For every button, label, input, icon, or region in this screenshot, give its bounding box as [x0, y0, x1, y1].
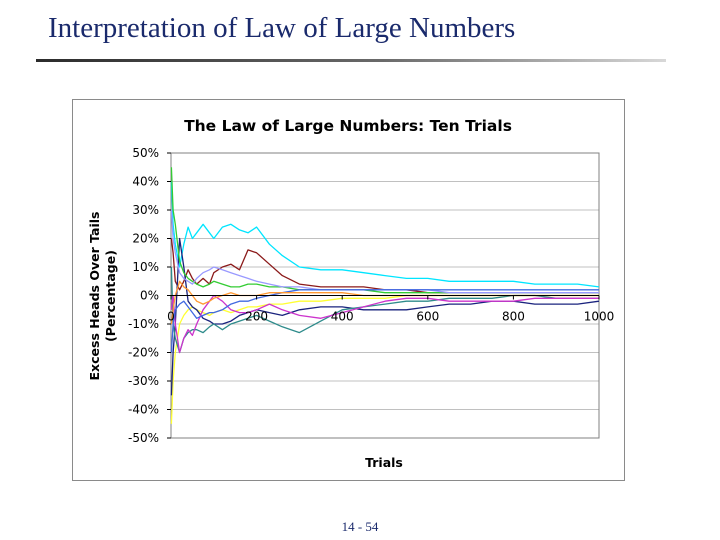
- y-tick-label: 20%: [132, 232, 159, 246]
- y-tick-label: -10%: [128, 317, 159, 331]
- series-line-3: [170, 294, 599, 424]
- y-tick-label: 40%: [132, 175, 159, 189]
- x-tick-label: 400: [331, 310, 354, 324]
- x-tick-label: 200: [245, 310, 268, 324]
- x-tick-label: 800: [502, 310, 525, 324]
- x-axis-ticks: 0 200 400 600 800 1000: [167, 295, 615, 324]
- y-tick-label: -30%: [128, 374, 159, 388]
- x-tick-label: 600: [416, 310, 439, 324]
- page-number: 14 - 54: [341, 519, 379, 534]
- series-line-8: [170, 209, 599, 294]
- series-line-6: [170, 294, 599, 354]
- series-line-9: [170, 289, 599, 353]
- y-tick-label: 30%: [132, 203, 159, 217]
- x-tick-label: 0: [167, 310, 175, 324]
- series-line-4: [170, 237, 600, 396]
- y-tick-label: -40%: [128, 403, 159, 417]
- y-tick-label: 50%: [132, 146, 159, 160]
- y-tick-label: 10%: [132, 260, 159, 274]
- y-tick-label: -20%: [128, 346, 159, 360]
- series-lines: [170, 167, 600, 424]
- y-tick-label: -50%: [128, 431, 159, 445]
- y-axis-label-line1: Excess Heads Over Tails: [87, 212, 102, 381]
- chart-frame: The Law of Large Numbers: Ten Trials 50%…: [72, 99, 625, 481]
- x-tick-label: 1000: [584, 310, 615, 324]
- y-tick-label: 0%: [140, 289, 159, 303]
- series-line-1: [170, 181, 600, 288]
- y-axis-label-line2: (Percentage): [103, 250, 118, 342]
- chart-title: The Law of Large Numbers: Ten Trials: [184, 117, 512, 135]
- slide-title: Interpretation of Law of Large Numbers: [48, 12, 516, 44]
- line-chart: The Law of Large Numbers: Ten Trials 50%…: [87, 117, 615, 470]
- x-axis-label: Trials: [365, 455, 403, 470]
- title-divider: [36, 59, 666, 62]
- y-axis-ticks: 50% 40% 30% 20% 10% 0% -10% -20% -30% -40% -50%: [128, 146, 171, 445]
